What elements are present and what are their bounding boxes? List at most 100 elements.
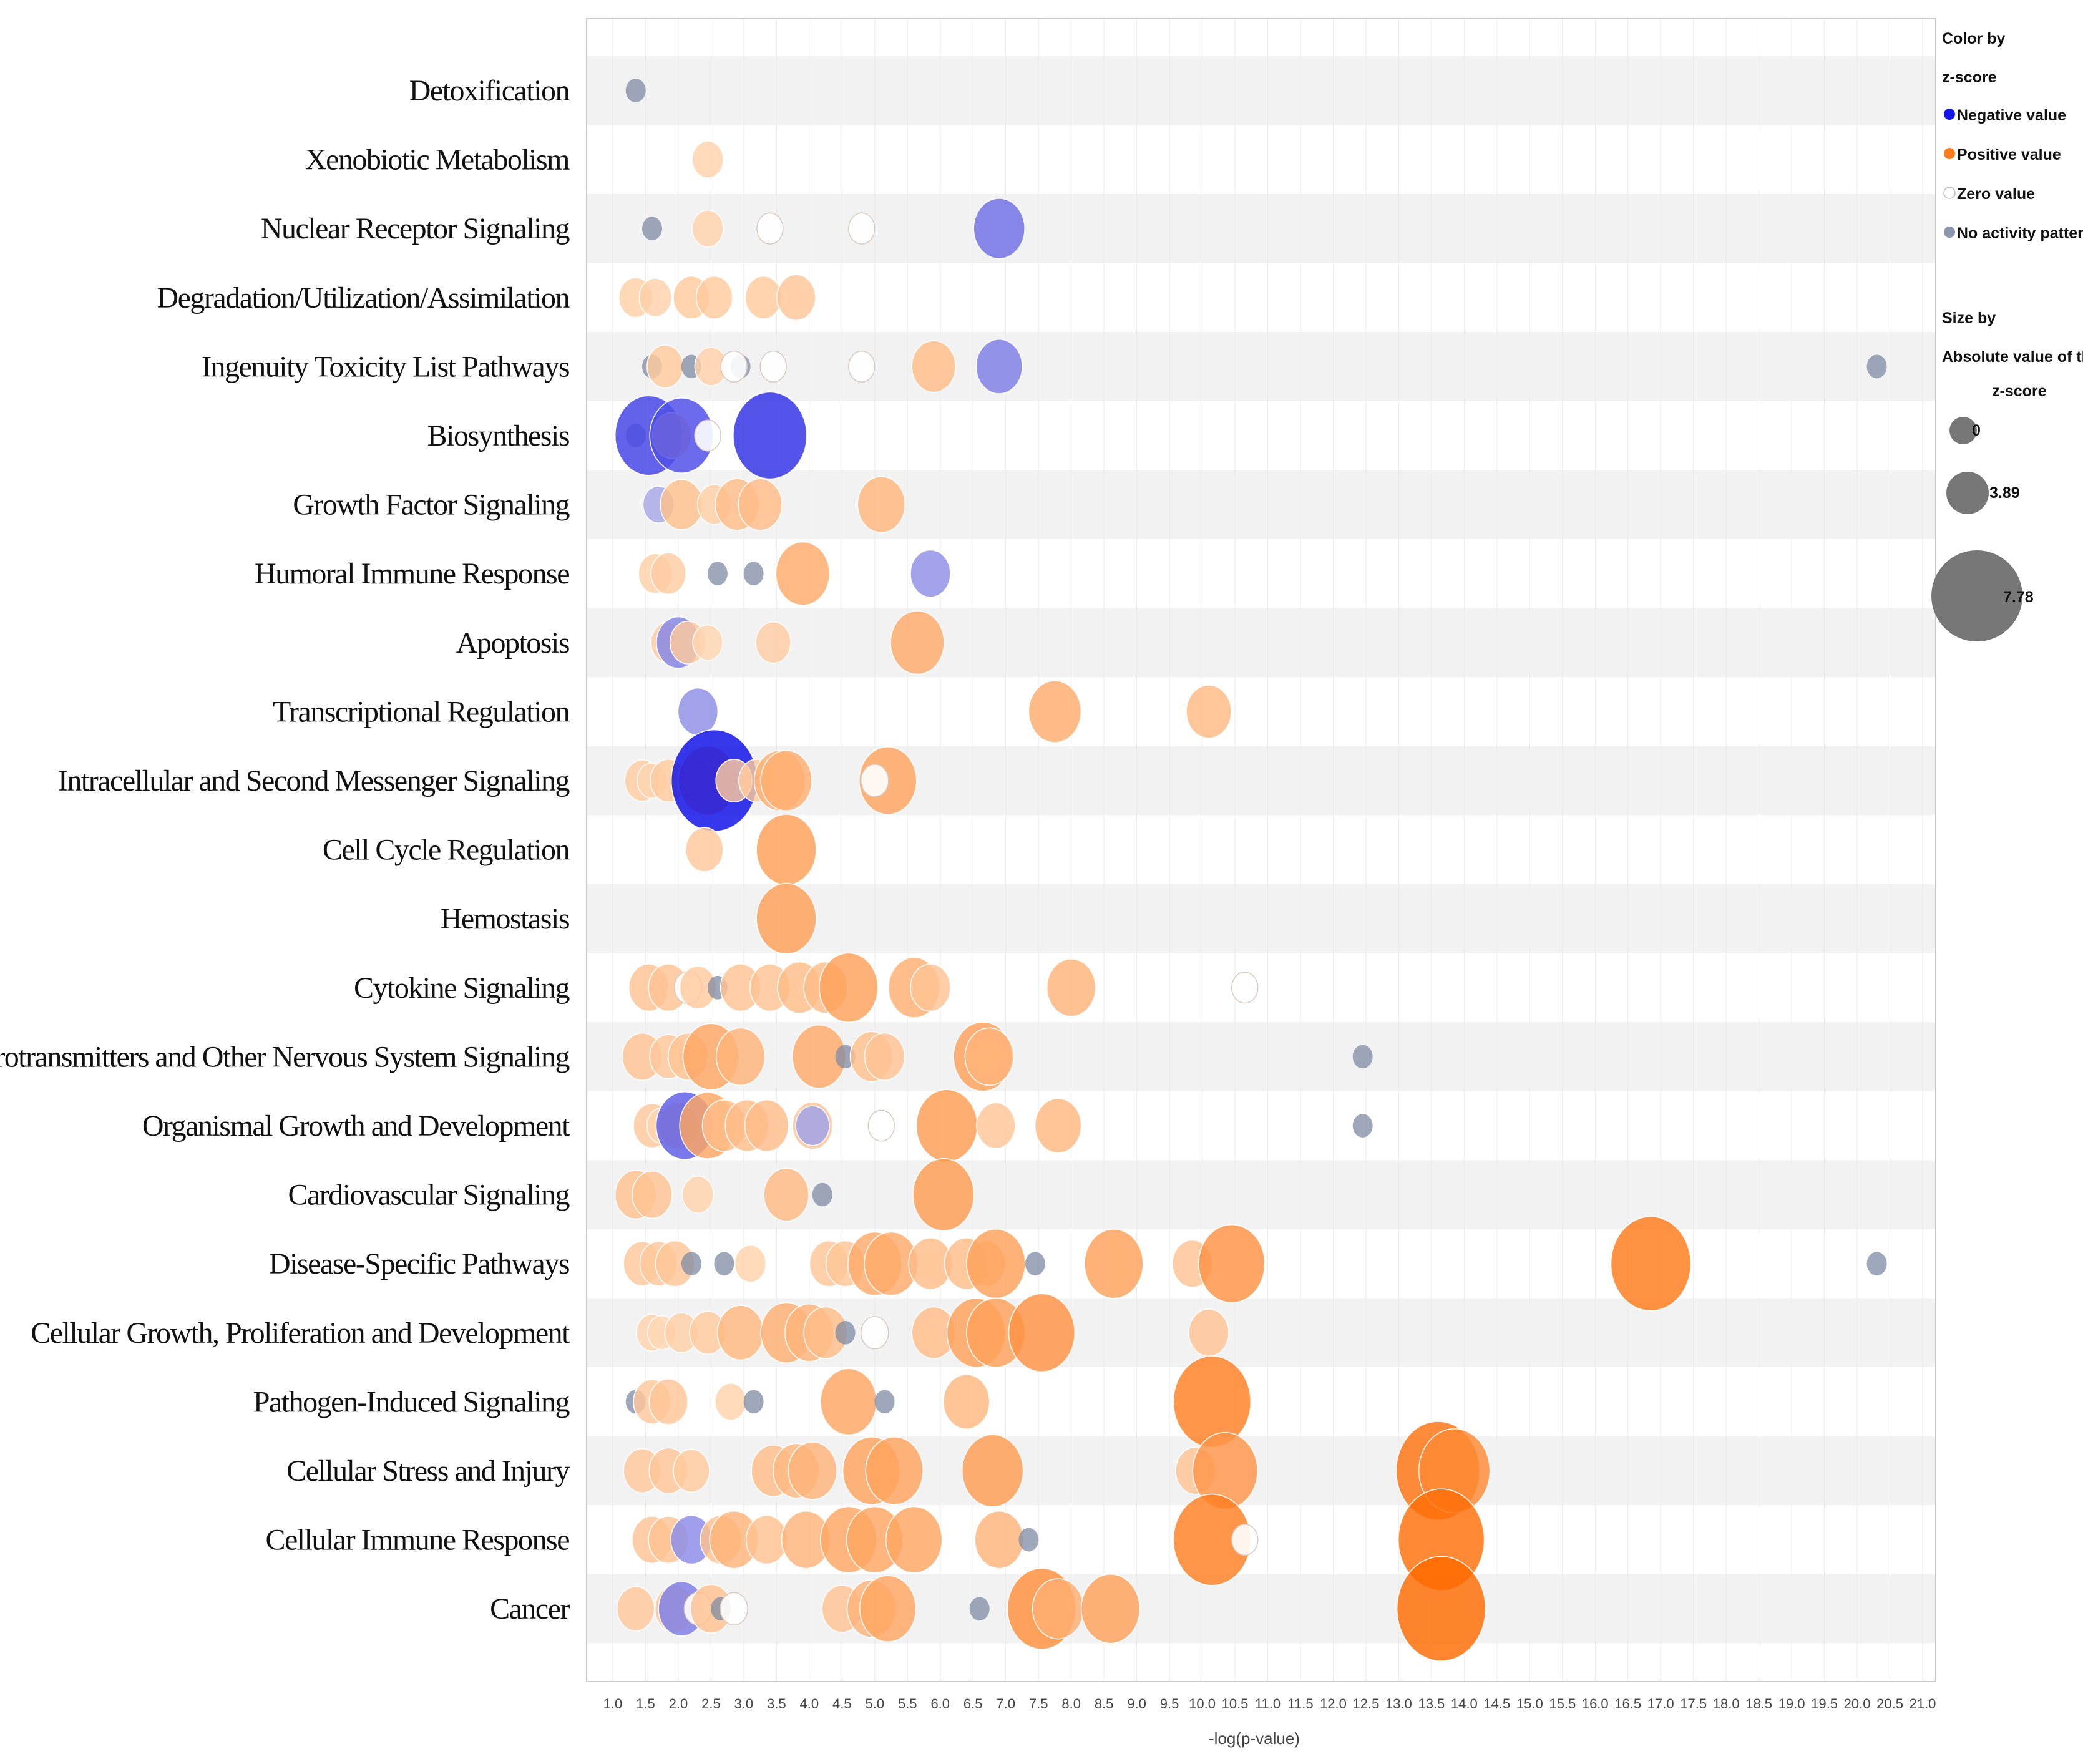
bubble [733, 391, 807, 480]
category-label: Organismal Growth and Development [142, 1109, 570, 1143]
bubble [756, 212, 784, 245]
x-tick-label: 6.0 [930, 1696, 950, 1712]
bubble [707, 562, 728, 586]
row-band [587, 608, 1936, 678]
legend-size-subtitle-2: z-score [1992, 383, 2047, 400]
bubble [1008, 1293, 1076, 1373]
x-tick-label: 5.5 [898, 1696, 917, 1712]
x-tick-label: 7.0 [996, 1696, 1015, 1712]
x-tick-label: 9.5 [1160, 1696, 1179, 1712]
bubble [964, 1027, 1015, 1086]
bubble [1396, 1556, 1486, 1662]
x-tick-label: 9.0 [1127, 1696, 1146, 1712]
row-band [587, 1022, 1936, 1091]
bubble [1032, 1578, 1085, 1640]
category-label: Transcriptional Regulation [273, 695, 570, 728]
category-label: Degradation/Utilization/Assimilation [157, 281, 570, 314]
x-tick-label: 19.5 [1811, 1696, 1838, 1712]
bubble [648, 1378, 688, 1425]
bubble [776, 274, 816, 321]
bubble [775, 541, 831, 606]
bubble [1610, 1216, 1692, 1312]
bubble [694, 419, 721, 452]
x-tick-label: 15.0 [1516, 1696, 1543, 1712]
x-tick-label: 14.0 [1451, 1696, 1478, 1712]
bubble [755, 621, 791, 664]
plot-frame [586, 18, 1936, 1682]
bubble [616, 1586, 655, 1632]
x-tick-label: 1.5 [636, 1696, 655, 1712]
x-axis-title: -log(p-value) [1209, 1729, 1300, 1748]
row-bands [587, 56, 1936, 1644]
bubble [716, 1305, 764, 1361]
bubble [1231, 1524, 1259, 1556]
bubble [743, 1390, 764, 1414]
bubble [734, 1244, 767, 1283]
x-tick-label: 5.0 [865, 1696, 884, 1712]
category-label: Cell Cycle Regulation [323, 834, 570, 867]
x-tick-label: 2.0 [669, 1696, 688, 1712]
category-label: Humoral Immune Response [255, 557, 569, 590]
bubble [1034, 1098, 1082, 1154]
row-band [587, 1160, 1936, 1229]
bubble [738, 478, 783, 531]
category-label: Hemostasis [441, 902, 569, 935]
bubble [820, 1368, 877, 1436]
bubble [715, 1027, 766, 1086]
x-tick-label: 20.0 [1844, 1696, 1871, 1712]
x-tick-label: 12.0 [1320, 1696, 1347, 1712]
category-label: Biosynthesis [427, 419, 569, 452]
legend-none-label: No activity pattern [1957, 225, 2083, 242]
bubble [720, 1592, 748, 1625]
category-label: Cardiovascular Signaling [288, 1179, 570, 1212]
x-tick-label: 17.5 [1680, 1696, 1707, 1712]
bubble [744, 1099, 789, 1152]
x-tick-label: 7.5 [1029, 1696, 1048, 1712]
bubble [942, 1373, 990, 1430]
bubble [835, 1045, 856, 1069]
legend: Color by z-score Negative value Positive… [1931, 30, 2083, 641]
bubble [745, 1514, 788, 1565]
bubble [691, 140, 724, 178]
bubble [1025, 1252, 1045, 1276]
category-label: Cancer [490, 1592, 570, 1625]
bubble [681, 1252, 701, 1276]
x-tick-label: 3.5 [767, 1696, 786, 1712]
bubble [1352, 1114, 1373, 1138]
bubble [1173, 1355, 1252, 1448]
legend-positive-label: Positive value [1957, 146, 2061, 163]
x-tick-label: 8.0 [1061, 1696, 1081, 1712]
bubble [1046, 958, 1096, 1017]
bubble [975, 338, 1023, 394]
legend-size-small [1949, 417, 1977, 444]
bubble [632, 1171, 673, 1219]
bubble [966, 1228, 1026, 1299]
bubble [819, 952, 879, 1023]
legend-size-small-label: 0 [1972, 422, 1981, 439]
category-label: Pathogen-Induced Signaling [253, 1385, 570, 1418]
category-label: Cellular Stress and Injury [286, 1455, 570, 1488]
category-label: Apoptosis [456, 626, 569, 660]
bubble [756, 882, 817, 955]
legend-negative-label: Negative value [1957, 107, 2066, 124]
bubble [714, 1252, 734, 1276]
x-tick-label: 21.0 [1910, 1696, 1936, 1712]
bubble [1188, 1308, 1229, 1357]
category-labels: Detoxification Xenobiotic Metabolism Nucle… [0, 74, 572, 1625]
bubble [720, 350, 748, 383]
bubble [1186, 685, 1232, 739]
legend-color-title: Color by [1942, 30, 2005, 47]
bubble [759, 350, 787, 383]
category-label: Neurotransmitters and Other Nervous Syst… [0, 1040, 570, 1073]
bubble [865, 1436, 924, 1506]
bubble [973, 198, 1025, 260]
bubble [743, 562, 764, 586]
bubble [660, 479, 703, 530]
x-tick-label: 10.0 [1189, 1696, 1216, 1712]
category-label: Ingenuity Toxicity List Pathways [202, 350, 569, 383]
x-tick-label: 2.5 [701, 1696, 721, 1712]
category-label: Growth Factor Signaling [293, 489, 570, 522]
x-tick-label: 14.5 [1483, 1696, 1510, 1712]
bubble [681, 1176, 715, 1214]
